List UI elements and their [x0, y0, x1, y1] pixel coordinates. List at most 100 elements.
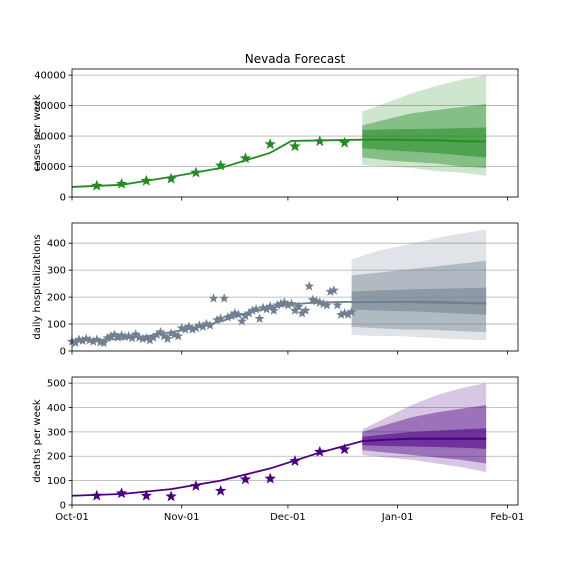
observed-point — [212, 314, 223, 325]
observed-point — [307, 294, 318, 305]
observed-point — [190, 322, 201, 333]
observed-point — [325, 286, 336, 296]
observed-point — [251, 304, 262, 314]
figure-title: Nevada Forecast — [245, 52, 346, 66]
y-tick-label: 0 — [60, 501, 66, 512]
observed-point — [304, 281, 315, 291]
observed-point — [215, 313, 226, 323]
observed-point — [314, 445, 326, 457]
observed-point — [81, 333, 92, 344]
observed-point — [240, 310, 251, 321]
x-tick-label: Feb-01 — [490, 512, 524, 523]
observed-point — [115, 487, 128, 499]
y-tick-label: 0 — [60, 193, 66, 204]
observed-point — [239, 152, 252, 164]
observed-point — [120, 331, 131, 342]
observed-point — [222, 312, 233, 322]
x-tick-label: Dec-01 — [270, 512, 306, 523]
observed-point — [328, 285, 339, 295]
observed-point — [321, 299, 332, 310]
panel-2: 0 100 200 300 400 daily hospitalizations — [32, 222, 519, 358]
axes-frame — [71, 376, 519, 506]
forecast-inner-band — [362, 127, 487, 158]
observed-point — [91, 489, 103, 501]
observed-point — [140, 174, 153, 186]
observed-point — [77, 335, 88, 345]
y-tick-label: 500 — [47, 379, 66, 390]
observed-point — [208, 293, 219, 303]
observed-point — [109, 329, 120, 340]
observed-point — [258, 302, 269, 313]
observed-point — [148, 332, 159, 342]
observed-point — [314, 135, 326, 147]
y-tick-label: 300 — [47, 266, 66, 277]
panel-3: 0 100 200 300 400 500 Oct-01 Nov-01 Dec-01 Jan-01… — [32, 376, 524, 523]
observed-point — [70, 337, 81, 348]
forecast-median-line — [351, 300, 487, 304]
observed-point — [190, 166, 202, 178]
y-tick-label: 10000 — [34, 162, 66, 173]
observed-point — [239, 473, 252, 485]
observed-point — [293, 301, 304, 311]
observed-point — [165, 172, 177, 184]
observed-point — [279, 297, 290, 307]
observed-point — [130, 329, 141, 339]
observed-point — [229, 308, 240, 318]
y-tick-label: 400 — [47, 403, 66, 414]
observed-point — [343, 309, 354, 319]
observed-point — [338, 443, 351, 455]
axes-frame — [71, 68, 519, 198]
observed-point — [214, 159, 227, 171]
observed-point — [244, 308, 254, 318]
observed-point — [219, 293, 230, 303]
observed-point — [247, 305, 258, 315]
observed-point — [102, 332, 113, 343]
observed-point — [264, 138, 276, 150]
observed-point — [91, 179, 103, 191]
y-tick-label: 0 — [60, 347, 66, 358]
y-tick-label: 400 — [47, 239, 66, 250]
observed-point — [275, 298, 286, 309]
observed-point — [261, 304, 272, 314]
forecast-median-line — [362, 437, 487, 443]
observed-point — [226, 310, 237, 321]
observed-point — [180, 324, 191, 334]
observed-point — [183, 321, 194, 331]
observed-point — [289, 140, 301, 152]
observed-point — [98, 337, 109, 348]
observed-point — [338, 136, 351, 148]
observed-point — [297, 308, 308, 318]
observed-point — [113, 332, 123, 342]
observed-point — [159, 330, 169, 341]
observed-point — [134, 332, 145, 342]
y-tick-label: 20000 — [34, 132, 66, 143]
observed-point — [264, 472, 276, 484]
y-tick-label: 100 — [47, 320, 66, 331]
y-tick-label: 40000 — [34, 71, 66, 82]
observed-point — [166, 328, 177, 338]
observed-point — [201, 318, 212, 329]
observed-point — [115, 177, 128, 189]
observed-point — [165, 490, 177, 502]
observed-point — [187, 324, 198, 334]
observed-point — [339, 308, 350, 318]
observed-point — [88, 336, 99, 346]
observed-point — [254, 313, 265, 323]
observed-point — [233, 309, 244, 319]
observed-point — [84, 335, 95, 345]
observed-point — [290, 305, 300, 315]
observed-point — [194, 320, 205, 330]
observed-point — [137, 333, 148, 344]
observed-point — [91, 334, 102, 344]
observed-point — [214, 484, 227, 496]
x-tick-label: Oct-01 — [55, 512, 89, 523]
observed-point — [336, 309, 346, 319]
observed-point — [318, 298, 329, 309]
fit-line — [71, 138, 363, 188]
x-tick-label: Jan-01 — [381, 512, 414, 523]
observed-point — [289, 455, 301, 466]
observed-point — [127, 332, 138, 343]
panel-1: 0 10000 20000 30000 40000 cases per week — [32, 68, 519, 204]
observed-point — [332, 299, 343, 310]
